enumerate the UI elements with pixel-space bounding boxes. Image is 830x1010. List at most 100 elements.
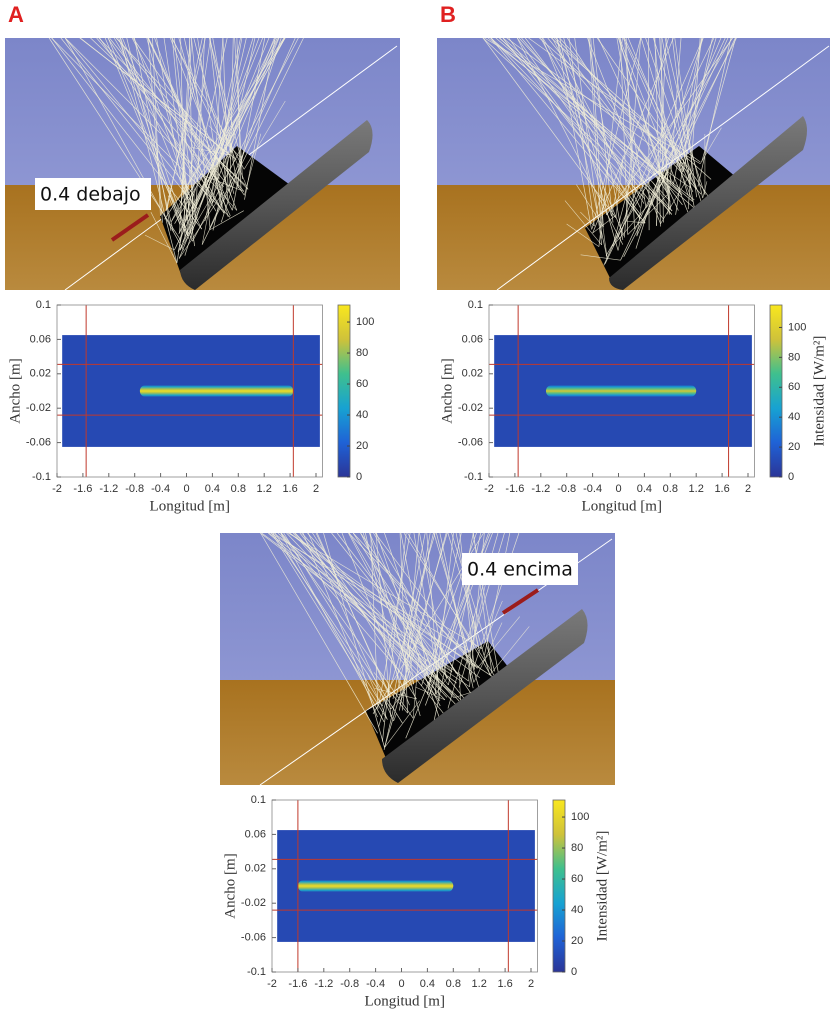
ray bbox=[482, 37, 617, 218]
aperture bbox=[585, 146, 749, 284]
ray bbox=[506, 37, 676, 164]
ray bbox=[173, 37, 195, 213]
ray bbox=[661, 37, 695, 208]
colorbar bbox=[552, 799, 566, 973]
ray bbox=[660, 168, 694, 224]
ray bbox=[302, 532, 378, 718]
ray bbox=[654, 37, 661, 227]
ray bbox=[556, 37, 619, 251]
ray bbox=[107, 37, 189, 237]
colorbar-tick-label: 80 bbox=[571, 842, 583, 854]
ray bbox=[539, 37, 684, 165]
ray bbox=[229, 37, 234, 194]
x-tick-label: -1.2 bbox=[99, 483, 118, 495]
annotation-box bbox=[35, 178, 151, 210]
colorbar-tick-label: 40 bbox=[356, 409, 368, 421]
x-tick-label: 0.4 bbox=[637, 483, 652, 495]
colorbar-tick-label: 40 bbox=[788, 411, 800, 423]
ray bbox=[373, 672, 408, 714]
aperture bbox=[366, 641, 522, 763]
y-tick-label: 0.02 bbox=[245, 863, 266, 875]
ray bbox=[612, 37, 669, 247]
ray bbox=[470, 583, 486, 652]
ray bbox=[700, 127, 722, 164]
x-tick-label: -2 bbox=[484, 483, 494, 495]
ray bbox=[516, 37, 624, 245]
x-tick-label: 1.2 bbox=[689, 483, 704, 495]
y-axis-label: Ancho [m] bbox=[439, 358, 455, 423]
ray bbox=[104, 37, 186, 234]
ray bbox=[176, 37, 211, 263]
colorbar-tick-label: 80 bbox=[788, 351, 800, 363]
ray bbox=[660, 37, 664, 223]
ray bbox=[214, 37, 224, 170]
ray bbox=[618, 37, 670, 199]
y-tick-label: -0.1 bbox=[247, 966, 266, 978]
ray bbox=[635, 37, 704, 249]
x-tick-label: -1.2 bbox=[531, 483, 550, 495]
ray bbox=[65, 37, 210, 183]
ray bbox=[287, 532, 483, 650]
x-tick-label: -1.6 bbox=[73, 483, 92, 495]
ray bbox=[434, 532, 454, 695]
panel-label: A bbox=[8, 2, 24, 27]
ray bbox=[482, 37, 660, 202]
ray bbox=[209, 37, 229, 200]
colorbar-tick-label: 100 bbox=[788, 321, 806, 333]
ray bbox=[184, 139, 213, 203]
render: 0.4 encima bbox=[220, 532, 615, 786]
ray bbox=[576, 184, 604, 228]
x-tick-label: 1.2 bbox=[472, 978, 487, 990]
annotation: 0.4 encima bbox=[467, 559, 573, 581]
ray bbox=[580, 254, 621, 261]
ray bbox=[502, 37, 683, 195]
ray bbox=[289, 532, 475, 668]
ray bbox=[434, 675, 449, 695]
colorbar-label: Intensidad [W/m²] bbox=[811, 336, 827, 447]
ray bbox=[623, 37, 737, 257]
y-tick-label: -0.06 bbox=[458, 437, 483, 449]
x-tick-label: 0 bbox=[615, 483, 621, 495]
ray bbox=[261, 532, 453, 673]
x-tick-label: -0.4 bbox=[366, 978, 385, 990]
plot-frame bbox=[488, 304, 755, 478]
y-tick-label: 0.1 bbox=[36, 299, 51, 311]
ray bbox=[489, 626, 530, 676]
y-tick-label: 0.1 bbox=[468, 299, 483, 311]
ray bbox=[589, 37, 602, 239]
ray bbox=[652, 37, 706, 195]
ray bbox=[490, 37, 646, 224]
ray bbox=[360, 532, 472, 694]
ray bbox=[243, 100, 286, 170]
ray bbox=[619, 37, 689, 213]
ray bbox=[552, 37, 641, 208]
ray bbox=[185, 195, 192, 221]
y-tick-label: 0.06 bbox=[30, 333, 51, 345]
ray bbox=[184, 37, 254, 256]
ray bbox=[675, 158, 694, 202]
ray bbox=[604, 37, 715, 264]
ray bbox=[132, 37, 245, 196]
plot-frame bbox=[56, 304, 323, 478]
y-tick-label: 0.06 bbox=[245, 828, 266, 840]
y-tick-label: 0.02 bbox=[30, 368, 51, 380]
y-tick-label: 0.06 bbox=[462, 333, 483, 345]
receiver-bar bbox=[110, 213, 150, 242]
ray bbox=[566, 223, 600, 247]
ray bbox=[627, 37, 694, 193]
ray bbox=[60, 37, 199, 210]
ray bbox=[491, 37, 646, 199]
ray bbox=[413, 532, 441, 690]
ray bbox=[402, 532, 420, 711]
ray bbox=[260, 532, 378, 734]
ray bbox=[617, 197, 630, 251]
colorbar-tick-label: 100 bbox=[356, 316, 374, 328]
x-tick-label: 1.2 bbox=[257, 483, 272, 495]
ray bbox=[294, 532, 457, 705]
ray bbox=[201, 183, 215, 245]
x-tick-label: -2 bbox=[52, 483, 62, 495]
ray bbox=[440, 667, 470, 688]
strip bbox=[139, 384, 294, 398]
x-tick-label: 0.8 bbox=[231, 483, 246, 495]
ray bbox=[640, 37, 689, 196]
